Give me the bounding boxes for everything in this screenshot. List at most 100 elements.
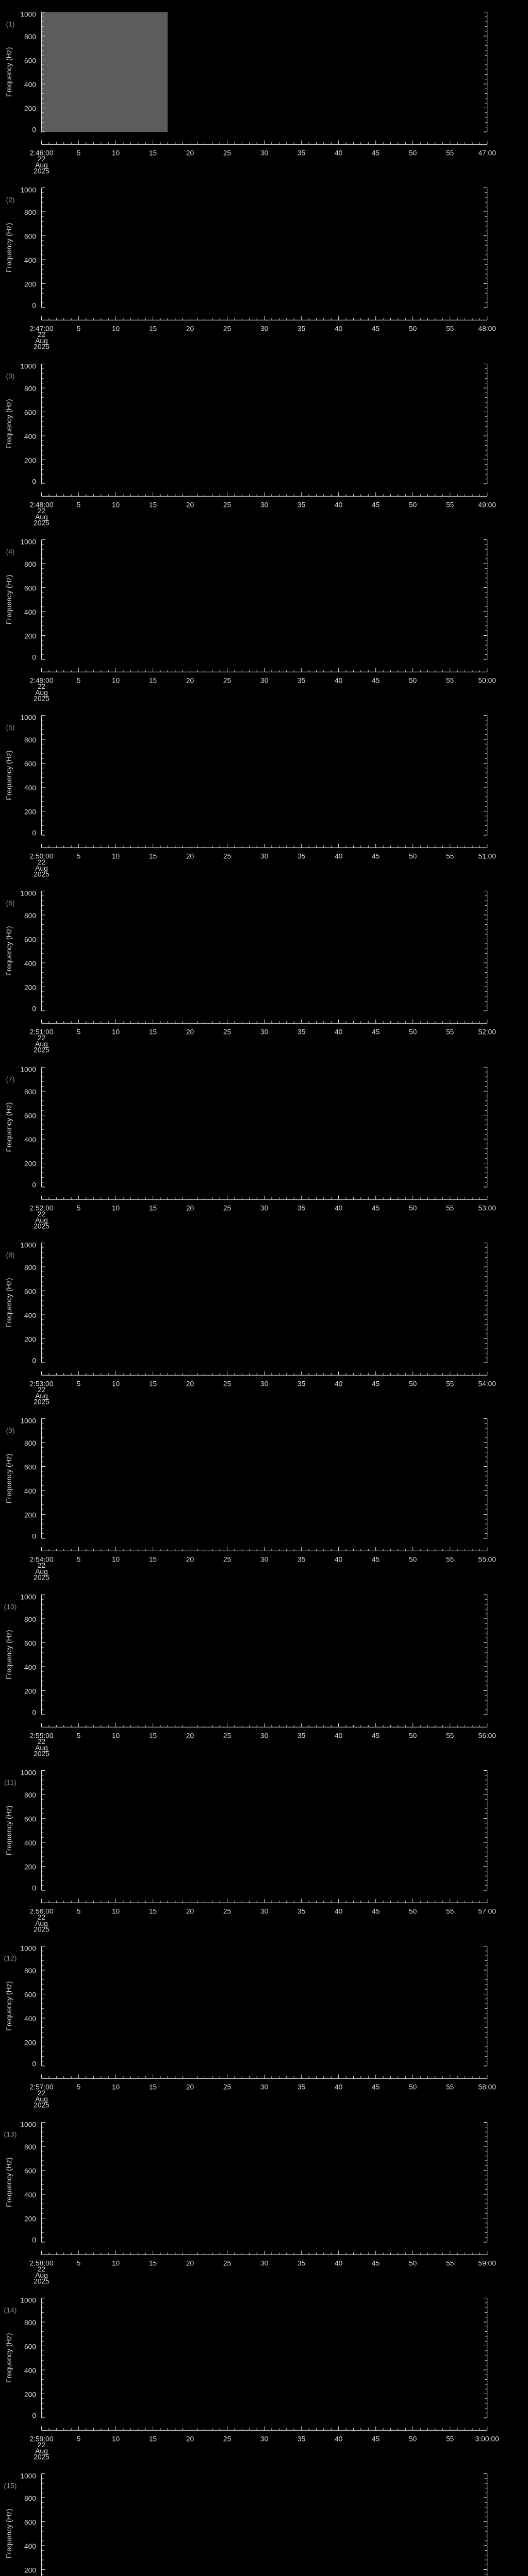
svg-text:50: 50: [409, 1732, 417, 1739]
svg-text:47:00: 47:00: [478, 149, 496, 157]
svg-text:55: 55: [446, 149, 454, 157]
svg-text:600: 600: [24, 1464, 36, 1471]
svg-text:2025: 2025: [34, 1750, 50, 1757]
svg-text:200: 200: [24, 1687, 36, 1695]
svg-text:50: 50: [409, 2259, 417, 2267]
svg-text:10: 10: [112, 852, 120, 860]
svg-text:0: 0: [32, 2236, 36, 2244]
svg-text:600: 600: [24, 2343, 36, 2351]
svg-text:10: 10: [112, 2435, 120, 2443]
svg-text:30: 30: [260, 2259, 269, 2267]
svg-text:800: 800: [24, 2319, 36, 2327]
svg-text:30: 30: [260, 501, 269, 509]
svg-text:1000: 1000: [20, 1417, 36, 1425]
svg-text:40: 40: [335, 2083, 343, 2091]
svg-text:1000: 1000: [20, 2121, 36, 2128]
svg-text:800: 800: [24, 912, 36, 920]
svg-text:5: 5: [77, 1380, 81, 1387]
svg-text:48:00: 48:00: [478, 325, 496, 333]
svg-text:5: 5: [77, 1907, 81, 1915]
svg-text:35: 35: [298, 1204, 306, 1212]
svg-text:0: 0: [32, 1708, 36, 1716]
svg-text:20: 20: [186, 501, 194, 509]
svg-text:Frequency (Hz): Frequency (Hz): [5, 399, 13, 448]
svg-text:(9): (9): [6, 1427, 14, 1435]
svg-text:(6): (6): [6, 899, 14, 907]
svg-text:2025: 2025: [34, 2277, 50, 2285]
svg-text:Frequency (Hz): Frequency (Hz): [5, 1278, 13, 1328]
svg-text:400: 400: [24, 784, 36, 792]
svg-text:800: 800: [24, 2495, 36, 2502]
svg-text:25: 25: [223, 1732, 232, 1739]
svg-text:1000: 1000: [20, 187, 36, 194]
svg-text:800: 800: [24, 1088, 36, 1096]
svg-text:15: 15: [149, 325, 157, 333]
svg-text:Frequency (Hz): Frequency (Hz): [5, 751, 13, 800]
svg-text:1000: 1000: [20, 2472, 36, 2480]
svg-text:25: 25: [223, 149, 232, 157]
svg-text:5: 5: [77, 1204, 81, 1212]
svg-text:400: 400: [24, 1488, 36, 1496]
svg-text:25: 25: [223, 1380, 232, 1387]
svg-text:10: 10: [112, 1204, 120, 1212]
svg-text:5: 5: [77, 852, 81, 860]
svg-text:2025: 2025: [34, 1222, 50, 1230]
svg-text:400: 400: [24, 2015, 36, 2023]
svg-text:45: 45: [372, 1907, 380, 1915]
svg-text:1000: 1000: [20, 714, 36, 721]
svg-text:2025: 2025: [34, 1574, 50, 1582]
svg-text:25: 25: [223, 2435, 232, 2443]
svg-text:40: 40: [335, 501, 343, 509]
svg-text:5: 5: [77, 325, 81, 333]
svg-text:0: 0: [32, 1005, 36, 1013]
svg-text:1000: 1000: [20, 1593, 36, 1601]
svg-text:45: 45: [372, 2259, 380, 2267]
svg-text:10: 10: [112, 1028, 120, 1036]
svg-text:2025: 2025: [34, 343, 50, 351]
svg-text:25: 25: [223, 325, 232, 333]
svg-text:0: 0: [32, 1181, 36, 1189]
svg-text:Frequency (Hz): Frequency (Hz): [5, 1630, 13, 1679]
svg-text:(14): (14): [4, 2306, 17, 2314]
svg-text:52:00: 52:00: [478, 1028, 496, 1036]
svg-text:400: 400: [24, 1664, 36, 1671]
svg-text:5: 5: [77, 501, 81, 509]
svg-text:2025: 2025: [34, 1926, 50, 1934]
svg-text:40: 40: [335, 1556, 343, 1564]
svg-text:40: 40: [335, 149, 343, 157]
svg-text:2025: 2025: [34, 1046, 50, 1054]
svg-text:400: 400: [24, 1839, 36, 1847]
svg-text:30: 30: [260, 2435, 269, 2443]
svg-text:15: 15: [149, 1907, 157, 1915]
svg-text:800: 800: [24, 1440, 36, 1448]
svg-text:56:00: 56:00: [478, 1732, 496, 1739]
svg-text:25: 25: [223, 852, 232, 860]
svg-text:0: 0: [32, 1357, 36, 1365]
svg-text:45: 45: [372, 2083, 380, 2091]
svg-text:40: 40: [335, 1204, 343, 1212]
svg-text:400: 400: [24, 960, 36, 968]
svg-text:1000: 1000: [20, 362, 36, 370]
svg-text:30: 30: [260, 852, 269, 860]
svg-text:55: 55: [446, 1732, 454, 1739]
svg-text:400: 400: [24, 2191, 36, 2199]
svg-text:35: 35: [298, 1028, 306, 1036]
svg-text:35: 35: [298, 676, 306, 684]
svg-text:15: 15: [149, 676, 157, 684]
svg-text:200: 200: [24, 984, 36, 992]
svg-text:200: 200: [24, 633, 36, 640]
svg-text:40: 40: [335, 1907, 343, 1915]
svg-text:200: 200: [24, 808, 36, 816]
svg-text:50: 50: [409, 676, 417, 684]
svg-text:2025: 2025: [34, 2102, 50, 2109]
svg-text:30: 30: [260, 149, 269, 157]
svg-text:55: 55: [446, 1204, 454, 1212]
svg-text:200: 200: [24, 456, 36, 464]
svg-text:40: 40: [335, 852, 343, 860]
svg-text:35: 35: [298, 2435, 306, 2443]
svg-text:55: 55: [446, 676, 454, 684]
svg-text:30: 30: [260, 1556, 269, 1564]
svg-text:0: 0: [32, 653, 36, 661]
svg-text:(3): (3): [6, 371, 14, 380]
svg-text:800: 800: [24, 2143, 36, 2151]
